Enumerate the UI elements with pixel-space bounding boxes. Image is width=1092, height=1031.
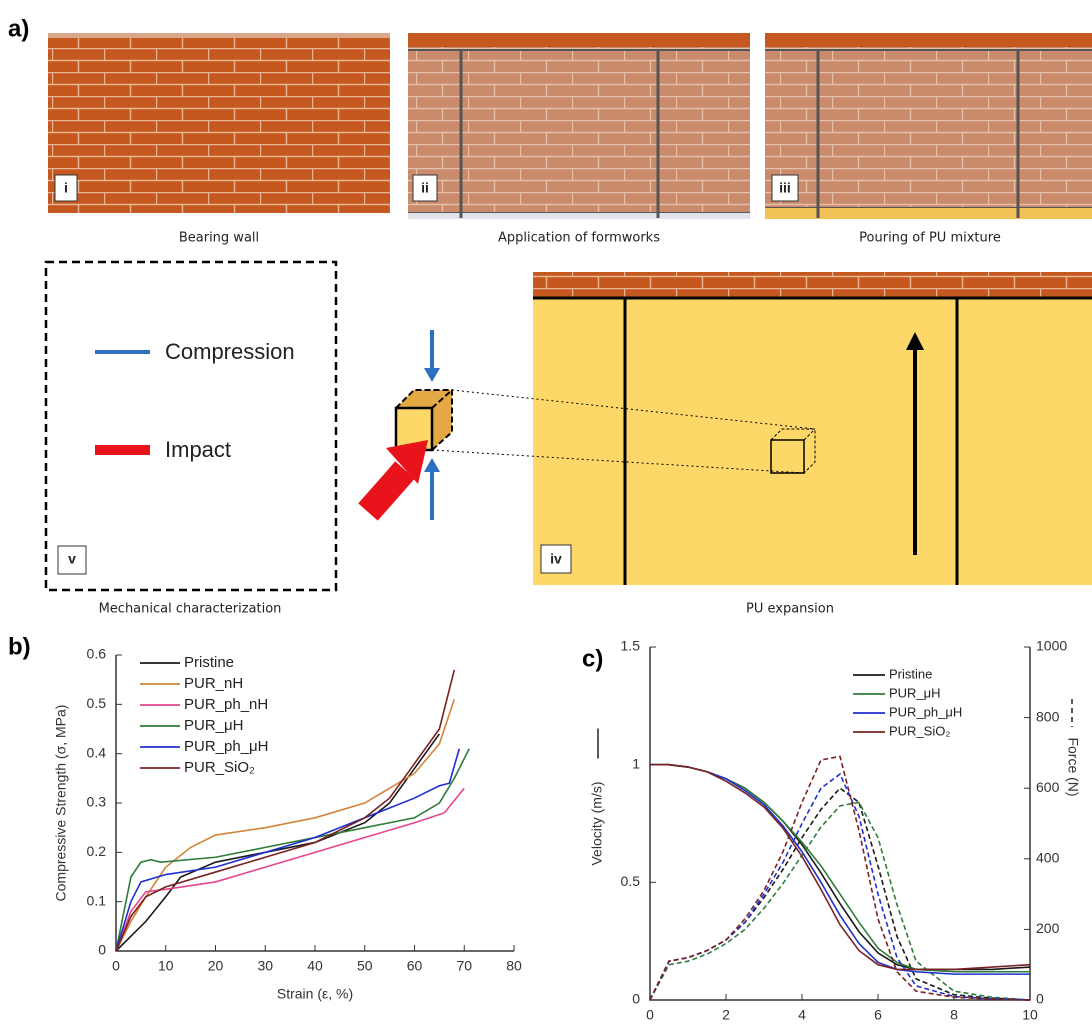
data-line <box>115 787 465 952</box>
caption: Bearing wall <box>179 231 259 246</box>
x-tick-label: 6 <box>874 1007 882 1023</box>
x-tick-label: 0 <box>646 1007 654 1023</box>
x-tick-label: 80 <box>506 958 522 974</box>
y2-tick-label: 400 <box>1036 850 1060 866</box>
x-tick-label: 2 <box>722 1007 730 1023</box>
legend-label: PUR_ph_μH <box>889 704 962 719</box>
panel-label: a) <box>8 15 29 42</box>
y-tick-label: 0.2 <box>87 843 107 859</box>
y-tick-label: 0.5 <box>621 873 641 889</box>
x-tick-label: 40 <box>307 958 323 974</box>
y-tick-label: 0 <box>98 942 106 958</box>
x-tick-label: 10 <box>1022 1007 1038 1023</box>
y-tick-label: 1.5 <box>621 638 641 654</box>
x-axis-label: Strain (ε, %) <box>277 986 353 1002</box>
x-tick-label: 20 <box>208 958 224 974</box>
y2-tick-label: 800 <box>1036 708 1060 724</box>
step-tag: iv <box>550 551 562 567</box>
caption: Mechanical characterization <box>99 602 282 617</box>
y-axis-label: Compressive Strength (σ, MPa) <box>53 705 69 902</box>
data-line-y2 <box>649 772 1031 1001</box>
legend-text: Impact <box>165 437 231 462</box>
y-tick-label: 0 <box>632 991 640 1007</box>
legend-label: Pristine <box>889 666 932 681</box>
legend-label: PUR_ph_μH <box>184 738 269 755</box>
wall-i <box>48 33 390 213</box>
y-tick-label: 0.1 <box>87 892 107 908</box>
mechanical-box <box>44 260 816 592</box>
y-tick-label: 0.4 <box>87 744 107 760</box>
caption: PU expansion <box>746 602 834 617</box>
y2-tick-label: 1000 <box>1036 638 1067 654</box>
data-line <box>115 748 470 952</box>
data-line <box>115 748 461 952</box>
y-tick-label: 0.3 <box>87 794 107 810</box>
data-line <box>650 763 1030 973</box>
axis <box>649 647 1031 1001</box>
caption: Application of formworks <box>498 231 660 246</box>
y2-axis-label: Force (N) <box>1065 737 1081 796</box>
y2-tick-label: 0 <box>1036 991 1044 1007</box>
legend-label: Pristine <box>184 654 234 671</box>
step-tag: iii <box>779 180 791 196</box>
y2-tick-label: 600 <box>1036 779 1060 795</box>
wall-ii <box>408 33 750 219</box>
legend-label: PUR_SiO₂ <box>184 759 255 776</box>
y-tick-label: 0.5 <box>87 695 107 711</box>
y-axis-label: Velocity (m/s) <box>589 781 605 865</box>
charts: 0 10 20 30 40 50 60 70 8000.10.20.30.40.50.6Stra… <box>53 638 1082 1023</box>
caption: Pouring of PU mixture <box>859 231 1001 246</box>
legend-label: PUR_SiO₂ <box>889 723 950 738</box>
x-tick-label: 10 <box>158 958 174 974</box>
wall-iv <box>533 272 1092 585</box>
panel-label: b) <box>8 633 31 660</box>
legend-label: PUR_nH <box>184 675 243 692</box>
x-tick-label: 50 <box>357 958 373 974</box>
data-line <box>650 763 1030 975</box>
y-tick-label: 1 <box>632 755 640 771</box>
step-tag: ii <box>421 180 429 196</box>
data-line-y2 <box>649 801 1031 1001</box>
x-tick-label: 0 <box>112 958 120 974</box>
x-tick-label: 30 <box>257 958 273 974</box>
data-line-y2 <box>649 787 1031 1001</box>
data-line <box>650 763 1031 971</box>
panel-label: c) <box>582 645 603 672</box>
x-tick-label: 8 <box>950 1007 958 1023</box>
data-line-y2 <box>649 755 1031 1001</box>
data-line <box>115 733 441 952</box>
legend-label: PUR_μH <box>889 685 941 700</box>
y-tick-label: 0.6 <box>87 646 107 662</box>
step-tag: i <box>64 180 68 196</box>
legend-label: PUR_ph_nH <box>184 696 268 713</box>
data-line <box>650 763 1031 971</box>
legend-label: PUR_μH <box>184 717 244 734</box>
y2-tick-label: 200 <box>1036 920 1060 936</box>
step-tag: v <box>68 551 76 567</box>
x-tick-label: 4 <box>798 1007 806 1023</box>
wall-iii <box>765 33 1092 219</box>
x-tick-label: 60 <box>407 958 423 974</box>
legend-text: Compression <box>165 339 295 364</box>
x-tick-label: 70 <box>456 958 472 974</box>
data-line <box>115 669 456 952</box>
